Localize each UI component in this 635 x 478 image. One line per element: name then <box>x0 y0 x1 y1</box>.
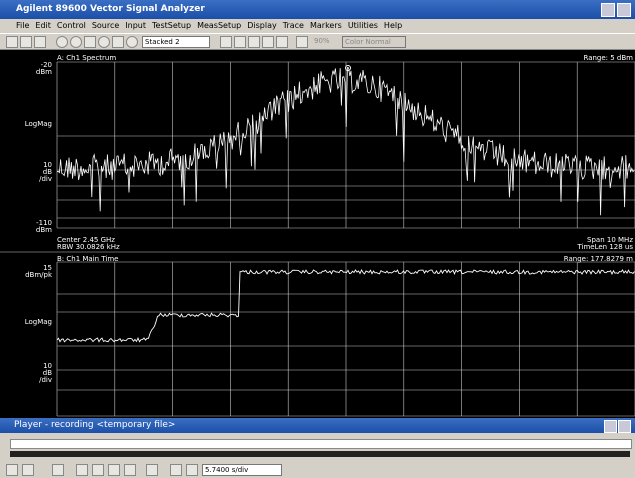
player-back[interactable] <box>92 464 104 476</box>
zoom-button[interactable] <box>234 36 246 48</box>
trace-b-scale: LogMag <box>25 318 52 326</box>
player-play[interactable] <box>6 464 18 476</box>
menu-item[interactable]: Trace <box>282 21 304 30</box>
marker-button[interactable] <box>248 36 260 48</box>
player-end[interactable] <box>124 464 136 476</box>
title-bar: Agilent 89600 Vector Signal Analyzer <box>0 0 635 19</box>
trace-b-per-div: /div <box>39 376 52 384</box>
trace-a-bottom-unit: dBm <box>36 226 52 234</box>
tool-button[interactable] <box>126 36 138 48</box>
tool-button[interactable] <box>112 36 124 48</box>
trace-a-top-unit: dBm <box>36 68 52 76</box>
menu-item[interactable]: Source <box>91 21 120 30</box>
menu-bar: File Edit Control Source Input TestSetup MeasS… <box>0 19 635 33</box>
player-panel: 5.7400 s/div <box>0 433 635 478</box>
trace-a-center: Center 2.45 GHz <box>57 236 115 244</box>
color-combo[interactable]: Color Normal <box>342 36 406 48</box>
trace-display: A: Ch1 Spectrum Range: 5 dBm -20 dBm Log… <box>0 50 635 418</box>
player-title-bar: Player - recording <temporary file> <box>0 418 635 433</box>
player-title: Player - recording <temporary file> <box>14 420 176 430</box>
menu-item[interactable]: Input <box>125 21 147 30</box>
menu-item[interactable]: Display <box>247 21 277 30</box>
menu-item[interactable]: TestSetup <box>152 21 192 30</box>
player-stop[interactable] <box>52 464 64 476</box>
trace-a-bottom: -110 <box>36 219 52 227</box>
menu-item[interactable]: MeasSetup <box>197 21 242 30</box>
trace-a-title: A: Ch1 Spectrum <box>57 54 116 62</box>
trace-b-range: Range: 177.8279 m <box>564 255 633 263</box>
tool-button[interactable] <box>84 36 96 48</box>
trace-b-div-unit: dB <box>43 369 52 377</box>
trace-b-title: B: Ch1 Main Time <box>57 255 118 263</box>
position-slider[interactable] <box>10 439 632 449</box>
zoom-combo[interactable]: 90% <box>312 36 338 48</box>
pointer-button[interactable] <box>220 36 232 48</box>
tool-button[interactable] <box>70 36 82 48</box>
player-loop[interactable] <box>146 464 158 476</box>
toolbar: Stacked 2 90% Color Normal <box>0 33 635 50</box>
trace-a-scale: LogMag <box>25 120 52 128</box>
menu-item[interactable]: Edit <box>35 21 51 30</box>
tool-button[interactable] <box>98 36 110 48</box>
player-status: 5.7400 s/div <box>202 464 282 476</box>
trace-a-top: -20 <box>41 61 52 69</box>
recording-bar <box>10 451 630 457</box>
tool-button[interactable] <box>276 36 288 48</box>
layout-combo[interactable]: Stacked 2 <box>142 36 210 48</box>
trace-a-per-div: /div <box>39 175 52 183</box>
player-mark[interactable] <box>170 464 182 476</box>
maximize-button[interactable] <box>617 3 631 17</box>
spectrum-trace <box>56 66 635 216</box>
menu-item[interactable]: Utilities <box>347 21 378 30</box>
play-button[interactable] <box>6 36 18 48</box>
tool-button[interactable] <box>262 36 274 48</box>
player-mark[interactable] <box>186 464 198 476</box>
player-minimize[interactable] <box>604 420 617 433</box>
trace-b-div: 10 <box>43 362 52 370</box>
player-start[interactable] <box>76 464 88 476</box>
player-close[interactable] <box>618 420 631 433</box>
trace-b-top-unit: dBm/pk <box>25 271 53 279</box>
trace-a-timelen: TimeLen 128 us <box>576 243 633 251</box>
menu-item[interactable]: Help <box>383 21 403 30</box>
menu-item[interactable]: Control <box>56 21 86 30</box>
time-trace <box>56 269 635 343</box>
minimize-button[interactable] <box>601 3 615 17</box>
window-title: Agilent 89600 Vector Signal Analyzer <box>16 4 205 14</box>
display-background <box>0 50 635 418</box>
trace-a-div-unit: dB <box>43 168 52 176</box>
trace-a-span: Span 10 MHz <box>587 236 633 244</box>
marker[interactable] <box>345 65 351 71</box>
player-pause[interactable] <box>22 464 34 476</box>
stop-button[interactable] <box>34 36 46 48</box>
menu-item[interactable]: File <box>16 21 30 30</box>
trace-a-div: 10 <box>43 161 52 169</box>
tool-button[interactable] <box>56 36 68 48</box>
pause-button[interactable] <box>20 36 32 48</box>
trace-a-rbw: RBW 30.0826 kHz <box>57 243 120 251</box>
menu-item[interactable]: Markers <box>309 21 342 30</box>
tool-button[interactable] <box>296 36 308 48</box>
trace-a-range: Range: 5 dBm <box>583 54 633 62</box>
player-forward[interactable] <box>108 464 120 476</box>
trace-b-top: 15 <box>43 264 52 272</box>
